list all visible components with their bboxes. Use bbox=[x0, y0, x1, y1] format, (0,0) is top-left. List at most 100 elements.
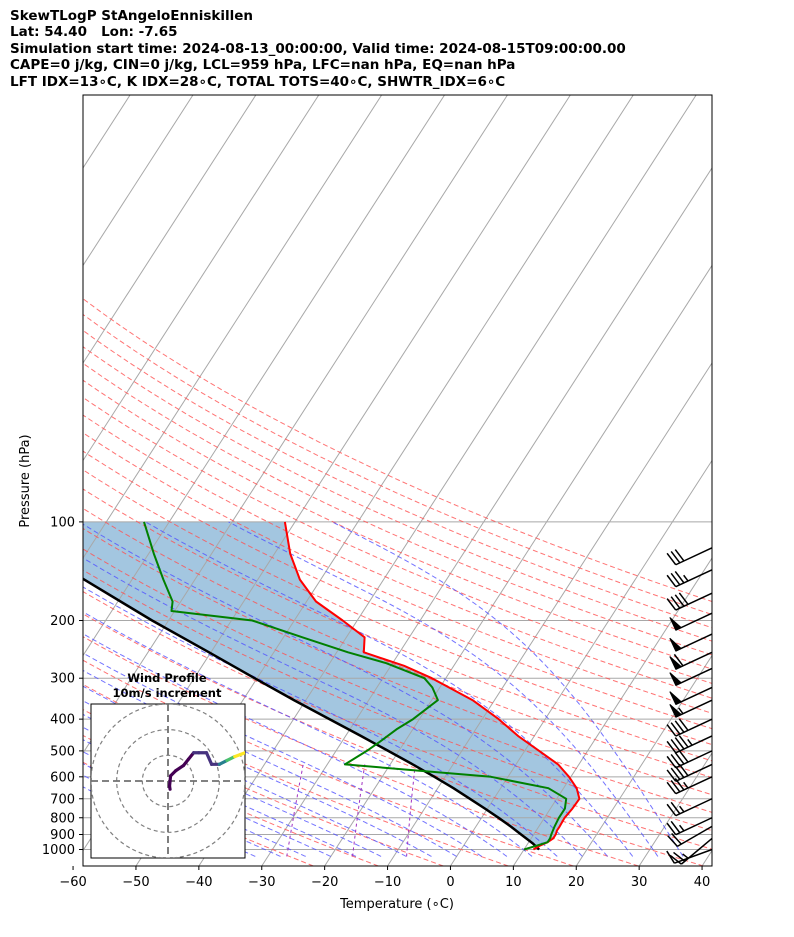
wind-barb-full-flag bbox=[666, 755, 677, 769]
wind-barb-staff bbox=[675, 750, 713, 769]
wind-barb-full-flag bbox=[670, 801, 681, 815]
wind-barb-pennant bbox=[669, 656, 683, 670]
wind-barb-staff bbox=[675, 569, 713, 588]
wind-barb bbox=[669, 633, 713, 652]
wind-barb bbox=[666, 547, 713, 566]
wind-barb-pennant bbox=[669, 637, 683, 652]
dry-adiabat-line bbox=[83, 450, 712, 730]
isotherm-line bbox=[575, 654, 712, 866]
chart-indices-line: LFT IDX=13∘C, K IDX=28∘C, TOTAL TOTS=40∘… bbox=[10, 73, 506, 90]
wind-barb-staff bbox=[675, 547, 713, 566]
chart-title-block: SkewTLogP StAngeloEnniskillen Lat: 54.40… bbox=[10, 8, 790, 90]
wind-barb-half-flag bbox=[678, 824, 685, 832]
wind-barb-pennant bbox=[669, 691, 683, 705]
isotherm-line bbox=[512, 557, 712, 866]
chart-times: Simulation start time: 2024-08-13_00:00:… bbox=[10, 40, 626, 57]
isotherm-line bbox=[83, 95, 257, 364]
wind-barb-staff bbox=[674, 848, 713, 864]
wind-barb-staff bbox=[675, 776, 713, 795]
isotherm-line bbox=[261, 167, 712, 866]
wind-barb-half-flag bbox=[687, 739, 693, 746]
wind-barb-staff bbox=[675, 699, 713, 718]
wind-barb-full-flag bbox=[678, 592, 689, 605]
isotherm-line bbox=[450, 459, 712, 866]
x-tick-label: −30 bbox=[248, 875, 275, 890]
wind-barb-full-flag bbox=[670, 722, 681, 735]
dry-adiabat-line bbox=[83, 591, 712, 850]
wind-barb-staff bbox=[675, 686, 713, 705]
moist-adiabat-line bbox=[83, 739, 331, 857]
x-tick-label: −10 bbox=[374, 875, 401, 890]
x-tick-label: −60 bbox=[59, 875, 86, 890]
chart-location: Lat: 54.40 Lon: -7.65 bbox=[10, 24, 178, 41]
wind-barb bbox=[666, 735, 713, 754]
wind-barb bbox=[666, 848, 713, 864]
dry-adiabat-line bbox=[83, 298, 712, 603]
isotherm-line bbox=[701, 849, 712, 866]
dry-adiabat-line bbox=[83, 379, 712, 670]
moist-adiabat-line bbox=[331, 521, 684, 857]
y-tick-label: 300 bbox=[50, 672, 75, 687]
x-tick-label: −40 bbox=[185, 875, 212, 890]
x-tick-label: 20 bbox=[568, 875, 585, 890]
chart-title: SkewTLogP StAngeloEnniskillen bbox=[10, 8, 253, 24]
wind-barb-full-flag bbox=[666, 574, 677, 588]
wind-barb-half-flag bbox=[678, 707, 684, 715]
wind-barb-full-flag bbox=[673, 851, 686, 862]
wind-barb-full-flag bbox=[666, 740, 677, 754]
wind-barb-full-flag bbox=[674, 549, 685, 562]
wind-barb bbox=[666, 569, 713, 588]
wind-barb-full-flag bbox=[673, 653, 684, 667]
wind-barb-staff bbox=[675, 592, 713, 611]
x-tick-label: −50 bbox=[122, 875, 149, 890]
wind-barb-full-flag bbox=[674, 752, 685, 765]
x-tick-label: 0 bbox=[446, 875, 454, 890]
wind-barb-full-flag bbox=[678, 735, 689, 748]
wind-barb-full-flag bbox=[670, 596, 681, 609]
moist-adiabat-line bbox=[83, 652, 483, 857]
cape-cin-fill-area bbox=[83, 521, 580, 850]
wind-barb-full-flag bbox=[674, 594, 685, 607]
x-tick-label: 10 bbox=[505, 875, 522, 890]
wind-barb-full-flag bbox=[666, 724, 677, 737]
isotherm-line bbox=[387, 362, 712, 866]
moist-adiabat-line bbox=[83, 685, 432, 857]
hodograph-trace-segment bbox=[204, 751, 214, 766]
wind-barb-full-flag bbox=[666, 822, 677, 836]
hodograph-plot-area bbox=[91, 704, 245, 858]
wind-barb-pennant bbox=[669, 672, 683, 686]
y-tick-label: 100 bbox=[50, 515, 75, 530]
y-tick-label: 1000 bbox=[42, 843, 75, 858]
temperature-profile-line bbox=[283, 521, 581, 851]
y-tick-label: 900 bbox=[50, 828, 75, 843]
wind-barb-full-flag bbox=[674, 720, 685, 733]
wind-barb-full-flag bbox=[670, 739, 681, 752]
mixing-ratio-line bbox=[352, 764, 366, 857]
wind-barb-full-flag bbox=[666, 803, 677, 817]
mixing-ratio-line bbox=[286, 764, 304, 857]
wind-barb-staff bbox=[680, 837, 713, 865]
wind-barb bbox=[669, 667, 713, 686]
wind-barb-staff bbox=[675, 798, 713, 817]
wind-barb-full-flag bbox=[666, 850, 676, 864]
wind-barb bbox=[666, 592, 713, 611]
y-tick-label: 800 bbox=[50, 811, 75, 826]
y-tick-label: 600 bbox=[50, 770, 75, 785]
moist-adiabat-line bbox=[83, 633, 508, 857]
dry-adiabat-line bbox=[83, 613, 704, 866]
wind-barb-full-flag bbox=[670, 754, 681, 767]
wind-barb-staff bbox=[675, 763, 713, 783]
wind-barb bbox=[666, 718, 713, 737]
moist-adiabat-line bbox=[228, 521, 659, 857]
wind-barb bbox=[669, 837, 713, 865]
wind-barb-full-flag bbox=[670, 767, 681, 780]
y-axis-label: Pressure (hPa) bbox=[18, 434, 33, 527]
wind-barb-staff bbox=[675, 667, 713, 686]
hodograph-title: Wind Profile bbox=[127, 671, 207, 685]
dry-adiabat-line bbox=[83, 527, 712, 796]
dry-adiabat-line bbox=[83, 488, 712, 762]
hodograph-trace-segment bbox=[233, 751, 245, 759]
